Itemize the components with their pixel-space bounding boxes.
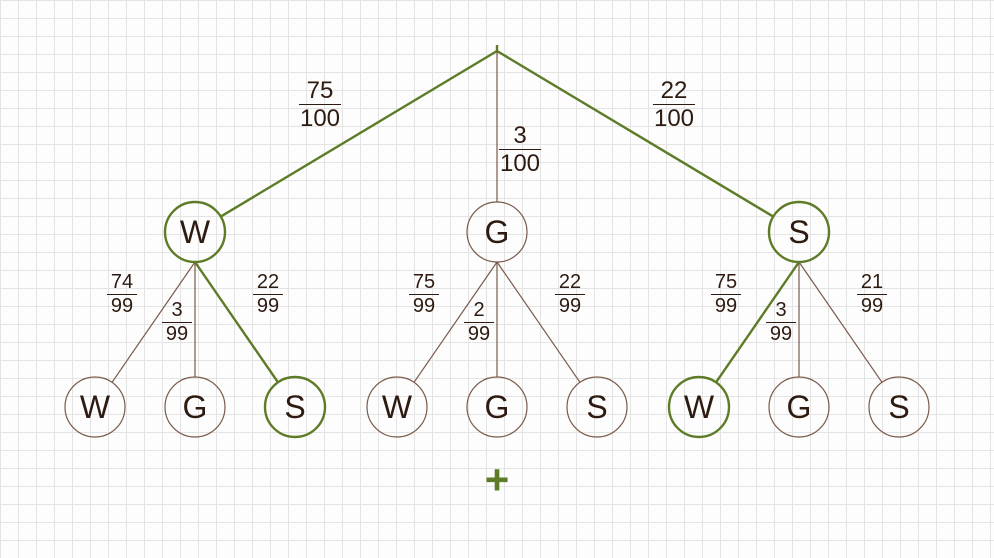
tree-node-label: S: [586, 389, 607, 425]
tree-node-label: S: [888, 389, 909, 425]
edge-probability: 7499: [107, 272, 137, 317]
edge-probability: 399: [766, 300, 796, 345]
tree-node-label: S: [788, 214, 809, 250]
tree-node-label: W: [382, 389, 413, 425]
edge-probability: 399: [162, 300, 192, 345]
tree-node-label: S: [284, 389, 305, 425]
tree-node-label: W: [684, 389, 715, 425]
edge-probability: 3100: [499, 123, 541, 176]
edge-probability: 2299: [253, 272, 283, 317]
edge-probability: 75100: [299, 78, 341, 131]
tree-edge: [221, 51, 497, 217]
edge-probability: 7599: [409, 272, 439, 317]
tree-node-label: G: [485, 389, 510, 425]
edge-probability: 2199: [857, 272, 887, 317]
edge-probability: 22100: [653, 78, 695, 131]
edge-probability: 7599: [711, 272, 741, 317]
tree-node-label: W: [80, 389, 111, 425]
edge-probability: 299: [464, 300, 494, 345]
tree-node-label: G: [485, 214, 510, 250]
tree-node-label: W: [180, 214, 211, 250]
edge-probability: 2299: [555, 272, 585, 317]
tree-node-label: G: [183, 389, 208, 425]
plus-icon: +: [485, 456, 510, 504]
tree-node-label: G: [787, 389, 812, 425]
